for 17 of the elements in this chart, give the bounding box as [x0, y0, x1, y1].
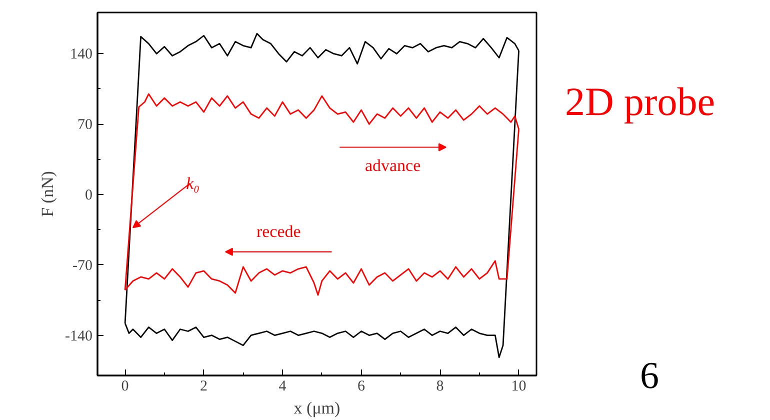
y-tick-label: -140 — [65, 328, 93, 344]
y-tick-label: 140 — [70, 46, 92, 63]
y-tick-label: -70 — [72, 258, 93, 274]
x-tick-label: 6 — [358, 378, 366, 394]
y-axis-title: F (nN) — [38, 171, 58, 217]
annotation: recede — [256, 222, 301, 242]
y-tick-label: 70 — [78, 117, 92, 134]
x-axis-title: x (μm) — [294, 398, 340, 418]
text: 2D probe — [565, 79, 715, 124]
x-tick-label: 4 — [278, 378, 287, 394]
x-tick-label: 2 — [200, 378, 208, 394]
x-tick-label: 8 — [436, 378, 444, 394]
x-tick-label: 10 — [511, 378, 526, 394]
annotation: k₀ — [186, 174, 200, 193]
x-tick-label: 0 — [121, 378, 129, 394]
y-tick-label: 0 — [85, 188, 92, 204]
annotation: advance — [364, 156, 421, 175]
